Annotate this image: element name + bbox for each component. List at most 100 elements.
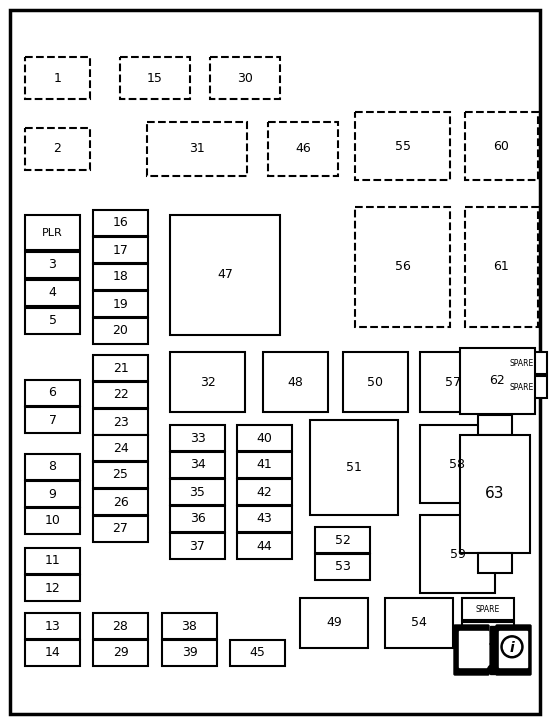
Text: 28: 28	[113, 620, 129, 633]
Bar	[237, 479, 292, 505]
Text: 43: 43	[257, 513, 272, 526]
Text: 16: 16	[113, 216, 128, 230]
Bar	[93, 516, 148, 542]
Bar	[25, 280, 80, 306]
Bar	[25, 548, 80, 574]
Text: 4: 4	[48, 287, 57, 300]
Text: 25: 25	[113, 468, 129, 481]
Bar	[170, 479, 225, 505]
Text: 47: 47	[217, 269, 233, 282]
Text: 54: 54	[411, 617, 427, 629]
Bar	[170, 452, 225, 478]
Text: 44: 44	[257, 539, 272, 552]
Text: 38: 38	[182, 620, 197, 633]
FancyBboxPatch shape	[454, 625, 489, 675]
Text: 53: 53	[334, 560, 350, 573]
Text: 31: 31	[189, 143, 205, 156]
Bar	[420, 425, 495, 503]
Bar	[93, 318, 148, 344]
Bar	[315, 527, 370, 553]
Bar	[420, 352, 485, 412]
Text: 15: 15	[147, 72, 163, 85]
Bar	[230, 640, 285, 666]
Text: 45: 45	[250, 647, 266, 660]
Text: PLR: PLR	[42, 227, 63, 237]
Text: 34: 34	[190, 458, 205, 471]
Bar	[93, 264, 148, 290]
Bar	[25, 575, 80, 601]
Text: 20: 20	[113, 324, 129, 337]
FancyBboxPatch shape	[498, 631, 527, 667]
Bar	[25, 128, 90, 170]
Bar	[237, 452, 292, 478]
Text: 1: 1	[53, 72, 62, 85]
Text: 41: 41	[257, 458, 272, 471]
Text: 59: 59	[449, 547, 465, 560]
Text: 51: 51	[346, 461, 362, 474]
Bar	[170, 352, 245, 412]
Text: 42: 42	[257, 486, 272, 499]
Bar	[490, 626, 496, 674]
Bar	[25, 640, 80, 666]
Text: 18: 18	[113, 271, 129, 284]
Bar	[300, 598, 368, 648]
Text: 27: 27	[113, 523, 129, 536]
Text: 40: 40	[256, 432, 272, 445]
Text: 13: 13	[45, 620, 60, 633]
Text: 30: 30	[237, 72, 253, 85]
Bar	[93, 409, 148, 435]
Bar	[162, 640, 217, 666]
Bar	[478, 415, 512, 435]
Bar	[460, 435, 530, 553]
Bar	[93, 291, 148, 317]
Text: 58: 58	[449, 458, 465, 471]
Circle shape	[503, 639, 520, 655]
Bar	[170, 506, 225, 532]
Text: 23: 23	[113, 416, 128, 429]
Text: 9: 9	[48, 487, 57, 500]
Text: 48: 48	[288, 376, 304, 389]
Text: 14: 14	[45, 647, 60, 660]
Bar	[25, 613, 80, 639]
Bar	[93, 613, 148, 639]
Text: 7: 7	[48, 413, 57, 426]
Text: SPARE: SPARE	[510, 358, 534, 368]
Bar	[93, 435, 148, 461]
Text: 61: 61	[494, 261, 509, 274]
Bar	[210, 57, 280, 99]
Bar	[25, 508, 80, 534]
Bar	[170, 215, 280, 335]
Bar	[25, 481, 80, 507]
Bar	[465, 112, 538, 180]
Text: 33: 33	[190, 432, 205, 445]
Bar	[355, 207, 450, 327]
Bar	[462, 622, 514, 644]
Bar	[237, 506, 292, 532]
Text: 21: 21	[113, 361, 128, 374]
Bar	[460, 348, 535, 414]
Text: 11: 11	[45, 555, 60, 568]
Bar	[170, 533, 225, 559]
FancyBboxPatch shape	[496, 625, 531, 675]
Bar	[465, 207, 538, 327]
FancyBboxPatch shape	[459, 631, 487, 667]
Text: 29: 29	[113, 647, 128, 660]
Circle shape	[501, 636, 523, 658]
Text: 39: 39	[182, 647, 197, 660]
Bar	[25, 407, 80, 433]
Bar	[25, 308, 80, 334]
Bar	[25, 57, 90, 99]
Text: 57: 57	[444, 376, 460, 389]
Bar	[310, 420, 398, 515]
Bar	[497, 376, 547, 398]
Bar	[355, 112, 450, 180]
Text: 12: 12	[45, 581, 60, 594]
Text: 36: 36	[190, 513, 205, 526]
Bar	[237, 533, 292, 559]
Bar	[263, 352, 328, 412]
Bar	[343, 352, 408, 412]
Text: 22: 22	[113, 389, 128, 402]
Text: 49: 49	[326, 617, 342, 629]
Bar	[93, 640, 148, 666]
Bar	[25, 454, 80, 480]
